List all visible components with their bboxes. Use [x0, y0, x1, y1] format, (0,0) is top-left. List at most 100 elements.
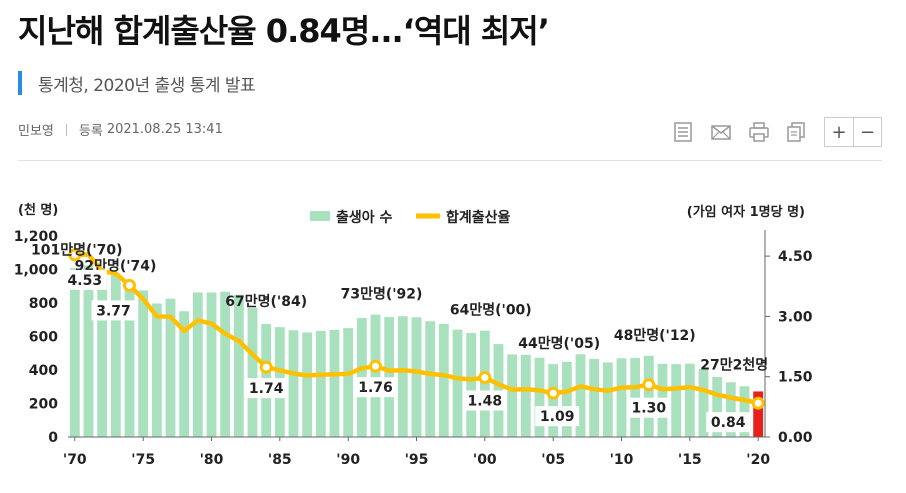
tfr-marker [123, 278, 136, 292]
legend-label-births: 출생아 수 [336, 209, 393, 226]
date-label: 등록 [78, 124, 103, 139]
tfr-data-label: 0.84 [711, 415, 746, 431]
legend-label-tfr: 합계출산율 [446, 209, 511, 226]
print-button[interactable] [746, 119, 772, 145]
birth-data-label: 27만2천명 [700, 356, 768, 373]
print-list-button[interactable] [670, 119, 696, 145]
left-axis-tick-label: 200 [29, 397, 58, 413]
bar [671, 364, 682, 437]
tfr-marker [68, 248, 82, 262]
zoom-out-button[interactable]: − [853, 118, 881, 146]
tfr-marker [546, 386, 560, 400]
tfr-marker [751, 396, 765, 410]
tfr-label-backing [244, 378, 289, 399]
article-meta: 민보영 등록 2021.08.25 13:41 [18, 120, 223, 139]
subtitle-text: 통계청, 2020년 출생 통계 발표 [38, 75, 256, 96]
tfr-label-backing [462, 390, 507, 411]
article-subtitle: 통계청, 2020년 출생 통계 발표 [18, 70, 256, 96]
x-axis-tick-label: '00 [473, 452, 497, 468]
data-labels: 101만명('70)92만명('74)67만명('84) 73만명('92)64만… [31, 241, 768, 433]
bar [575, 354, 586, 437]
bar [698, 369, 709, 437]
tfr-label-backing [626, 397, 671, 418]
bar [712, 377, 723, 437]
tfr-label-backing [353, 377, 398, 398]
left-axis-unit: (천 명) [18, 202, 58, 218]
right-axis-tick-label: 3.00 [778, 309, 813, 325]
x-axis-tick-label: '75 [131, 452, 155, 468]
tfr-data-label: 4.53 [68, 273, 103, 289]
bar [438, 323, 449, 437]
meta-separator [65, 123, 67, 136]
tfr-data-label: 1.76 [358, 380, 393, 396]
tfr-label-backing [706, 412, 751, 433]
mail-icon [711, 125, 731, 140]
x-axis-tick-label: '10 [610, 452, 634, 468]
bar [602, 362, 613, 437]
bar [370, 314, 381, 437]
header-divider [18, 160, 882, 161]
bar [616, 358, 627, 437]
bar [220, 291, 231, 437]
x-axis-tick-label: '70 [63, 452, 87, 468]
chart-legend: 출생아 수 합계출산율 [310, 209, 511, 226]
birth-data-label: 73만명('92) [341, 286, 423, 303]
bar [138, 290, 149, 437]
bar [725, 382, 736, 437]
bar [589, 358, 600, 437]
left-axis-tick-label: 800 [29, 296, 58, 312]
bar [534, 357, 545, 437]
copy-button[interactable] [784, 119, 810, 145]
bar [83, 265, 94, 437]
chart-axes: 0 200 400 600 800 1,000 1,200 0.00 1.50 3.00 4.50 '… [14, 229, 813, 468]
tfr-label-backing [91, 300, 136, 321]
left-axis-tick-label: 1,200 [14, 229, 59, 245]
article-headline: 지난해 합계출산율 0.84명...‘역대 최저’ [18, 12, 550, 50]
bar [288, 330, 299, 437]
right-axis-tick-label: 1.50 [778, 370, 813, 386]
tfr-line-series [68, 248, 765, 410]
bar [69, 268, 80, 437]
bar [329, 329, 340, 437]
print-list-icon [674, 122, 692, 142]
tfr-marker [259, 360, 273, 374]
tfr-marker [369, 359, 382, 373]
x-axis-tick-label: '90 [336, 452, 360, 468]
left-axis-tick-label: 0 [48, 430, 58, 446]
bar [233, 294, 244, 437]
zoom-in-button[interactable]: + [831, 121, 847, 143]
bar [247, 308, 258, 437]
article-toolbar: + − [658, 117, 882, 147]
bar [411, 317, 422, 437]
bar [520, 354, 531, 437]
bar [397, 316, 408, 437]
author-name[interactable]: 민보영 [18, 124, 54, 139]
bar [425, 321, 436, 437]
legend-swatch-births [310, 211, 330, 221]
bar [151, 303, 162, 437]
right-axis-tick-label: 4.50 [778, 249, 813, 265]
bar [384, 317, 395, 437]
x-axis-tick-label: '15 [678, 452, 702, 468]
publish-date: 2021.08.25 13:41 [106, 122, 223, 137]
tfr-marker [642, 378, 656, 392]
tfr-data-label: 1.30 [632, 401, 667, 417]
tfr-data-label: 1.74 [249, 381, 284, 397]
bar [315, 330, 326, 437]
tfr-label-backing [62, 269, 107, 290]
email-button[interactable] [708, 119, 734, 145]
birth-data-label: 48만명('12) [614, 327, 696, 344]
left-axis-tick-label: 400 [29, 363, 58, 379]
x-axis-tick-label: '85 [268, 452, 292, 468]
bar [630, 358, 641, 437]
bar [343, 328, 354, 438]
subtitle-accent-bar [18, 71, 22, 95]
bar [507, 354, 518, 437]
bar [302, 332, 313, 437]
bar [561, 361, 572, 437]
right-axis-tick-label: 0.00 [778, 430, 813, 446]
bar [739, 386, 750, 437]
bar [548, 364, 559, 437]
right-axis-unit: (가임 여자 1명당 명) [687, 204, 805, 220]
birth-statistics-chart: (천 명) (가임 여자 1명당 명) 출생아 수 합계출산율 0 200 400 6… [14, 202, 813, 468]
